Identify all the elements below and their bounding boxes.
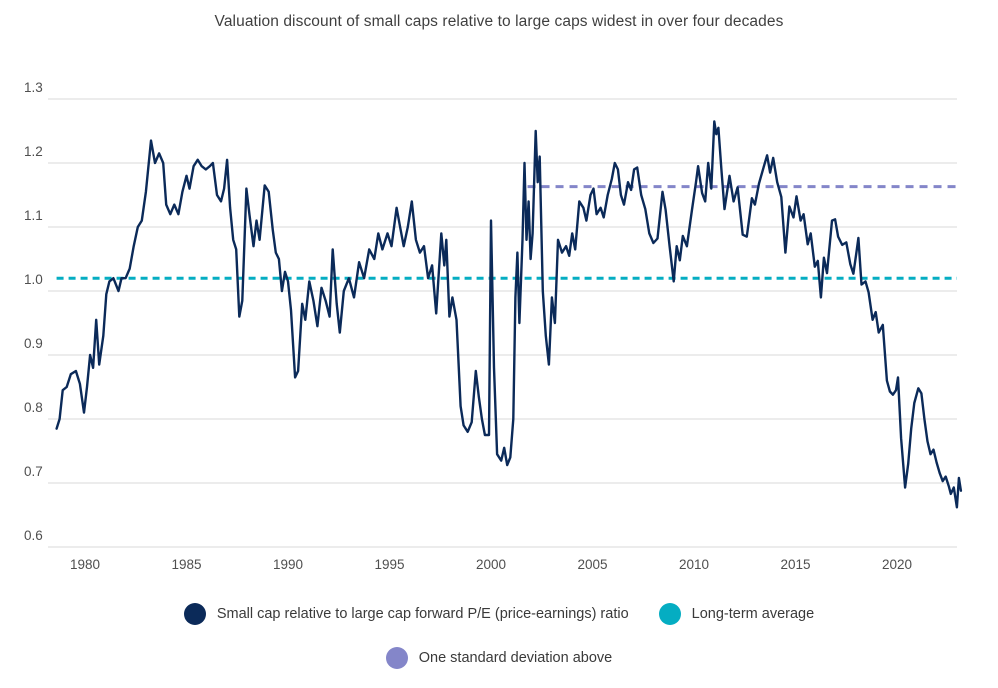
legend-item-small-cap-ratio: Small cap relative to large cap forward … — [183, 603, 629, 625]
x-axis-tick-label: 1980 — [70, 557, 100, 572]
legend-item-one-std-above: One standard deviation above — [385, 647, 613, 669]
legend-label-long-term-average: Long-term average — [691, 606, 815, 622]
chart-title: Valuation discount of small caps relativ… — [214, 13, 784, 30]
x-axis-tick-label: 1990 — [273, 557, 303, 572]
x-axis-tick-label: 2005 — [577, 557, 607, 572]
y-axis-tick-label: 1.2 — [24, 144, 43, 159]
legend-label-one-std-above: One standard deviation above — [418, 650, 613, 666]
y-axis-tick-label: 1.1 — [24, 208, 43, 223]
long-term-average-marker-icon — [658, 603, 681, 625]
small-cap-series-marker-icon — [183, 603, 206, 625]
y-axis-tick-label: 1.3 — [24, 80, 43, 95]
chart-plot: 0.6 0.7 0.8 0.9 1.0 1.1 1.2 1.3 1980 1985 1990 1995… — [24, 80, 963, 572]
legend-label-small-cap-ratio: Small cap relative to large cap forward … — [216, 606, 629, 622]
y-axis-tick-label: 0.8 — [24, 400, 43, 415]
legend-item-long-term-average: Long-term average — [658, 603, 815, 625]
y-axis-tick-label: 0.7 — [24, 464, 43, 479]
x-axis-tick-label: 2010 — [679, 557, 709, 572]
small-cap-ratio-line — [55, 120, 963, 509]
legend-row-2: One standard deviation above — [0, 647, 998, 669]
x-axis-tick-label: 2020 — [882, 557, 912, 572]
x-axis-tick-label: 2000 — [476, 557, 506, 572]
legend-row-1: Small cap relative to large cap forward … — [0, 603, 998, 625]
y-axis-tick-label: 1.0 — [24, 272, 43, 287]
x-axis-tick-label: 1995 — [374, 557, 404, 572]
x-axis-tick-label: 2015 — [780, 557, 810, 572]
one-std-above-marker-icon — [385, 647, 408, 669]
x-axis-tick-label: 1985 — [171, 557, 201, 572]
y-axis-tick-label: 0.6 — [24, 528, 43, 543]
y-axis-tick-label: 0.9 — [24, 336, 43, 351]
